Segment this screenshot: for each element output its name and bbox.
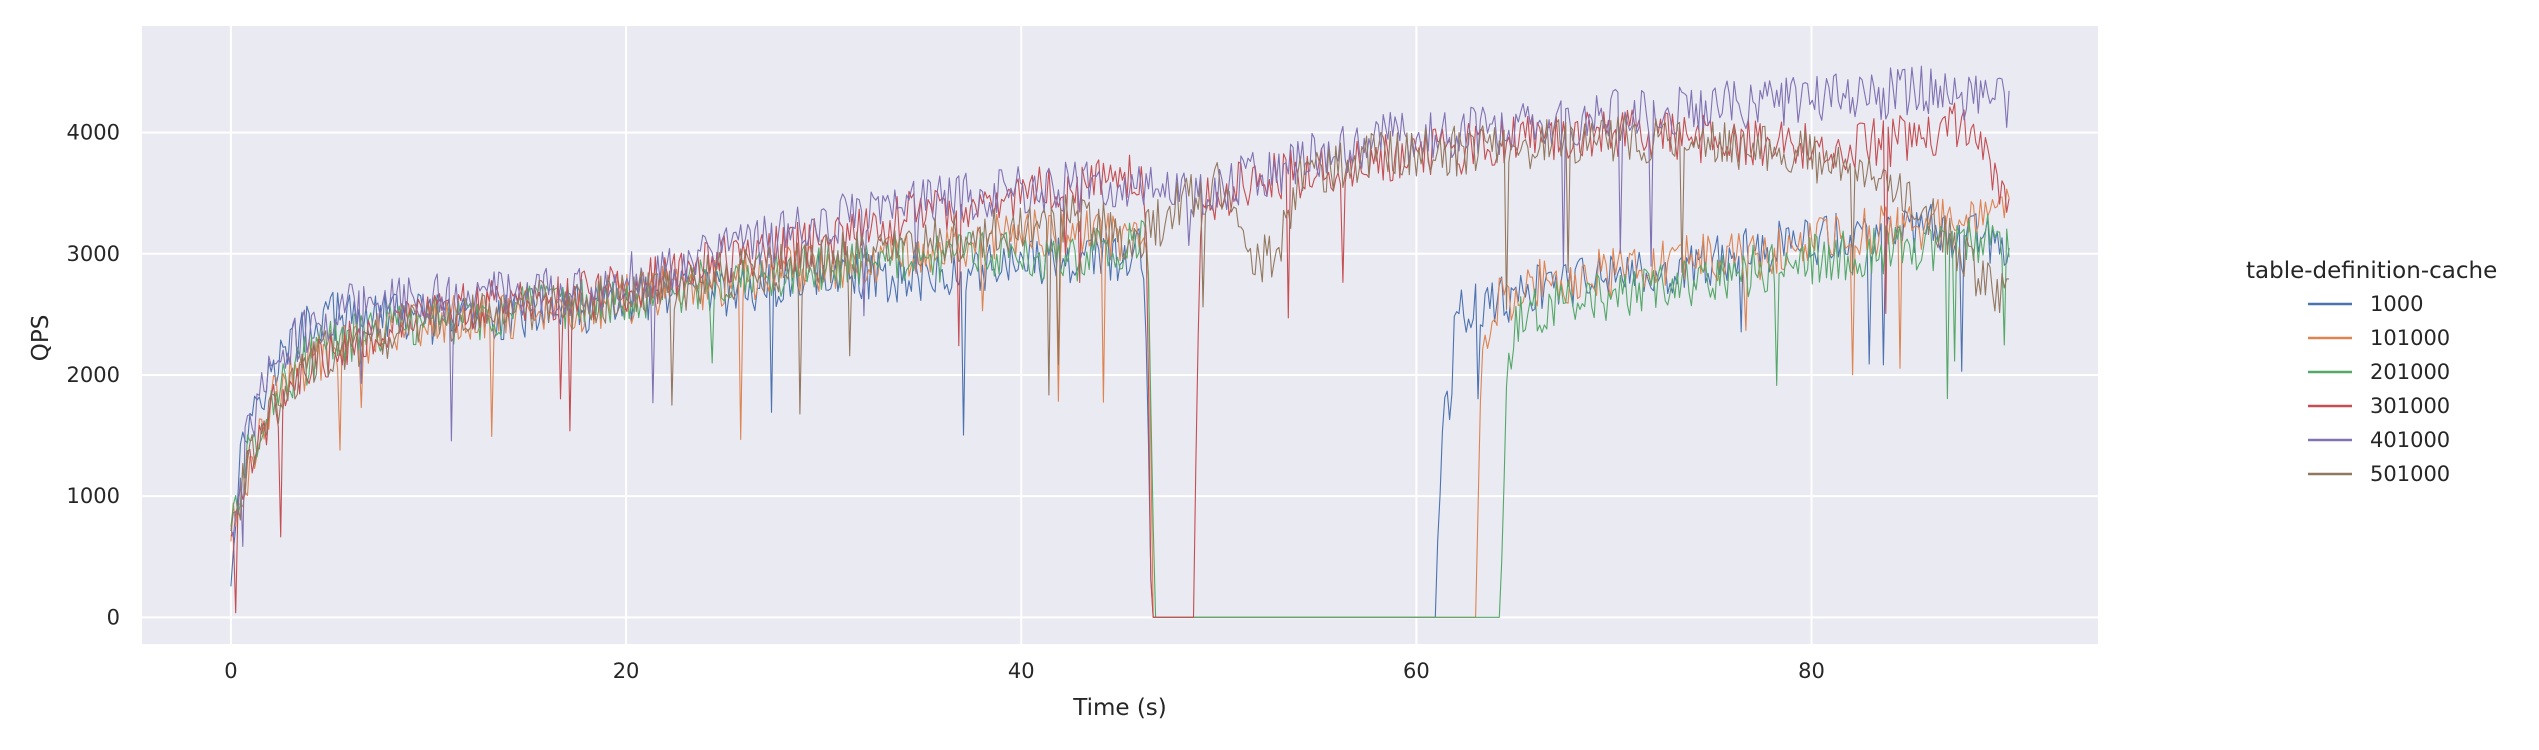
legend-label: 501000	[2370, 462, 2450, 486]
legend-label: 1000	[2370, 292, 2423, 316]
x-tick-labels: 0 20 40 60 80	[224, 659, 1825, 683]
x-tick-label: 60	[1403, 659, 1430, 683]
y-tick-label: 3000	[67, 242, 120, 266]
legend-title: table-definition-cache	[2246, 258, 2497, 284]
x-tick-label: 40	[1008, 659, 1035, 683]
y-tick-label: 2000	[67, 363, 120, 387]
series-line-401000	[230, 65, 2010, 547]
x-tick-label: 0	[224, 659, 237, 683]
y-tick-label: 0	[107, 605, 120, 629]
legend-label: 101000	[2370, 326, 2450, 350]
plot-area-background	[142, 26, 2098, 644]
legend-label: 301000	[2370, 394, 2450, 418]
series-line-501000	[230, 115, 2010, 532]
legend-label: 201000	[2370, 360, 2450, 384]
x-tick-label: 20	[613, 659, 640, 683]
series-line-301000	[230, 102, 2010, 618]
series-line-201000	[230, 213, 2010, 618]
x-tick-label: 80	[1798, 659, 1825, 683]
x-axis-label: Time (s)	[1072, 695, 1167, 721]
grid-lines	[142, 26, 2098, 644]
series-lines	[230, 65, 2010, 618]
legend-label: 401000	[2370, 428, 2450, 452]
y-tick-labels: 0 1000 2000 3000 4000	[67, 121, 120, 630]
y-tick-label: 1000	[67, 484, 120, 508]
y-axis-label: QPS	[28, 315, 54, 362]
y-tick-label: 4000	[67, 121, 120, 145]
legend: table-definition-cache 1000 101000 201000 3…	[2246, 258, 2497, 486]
